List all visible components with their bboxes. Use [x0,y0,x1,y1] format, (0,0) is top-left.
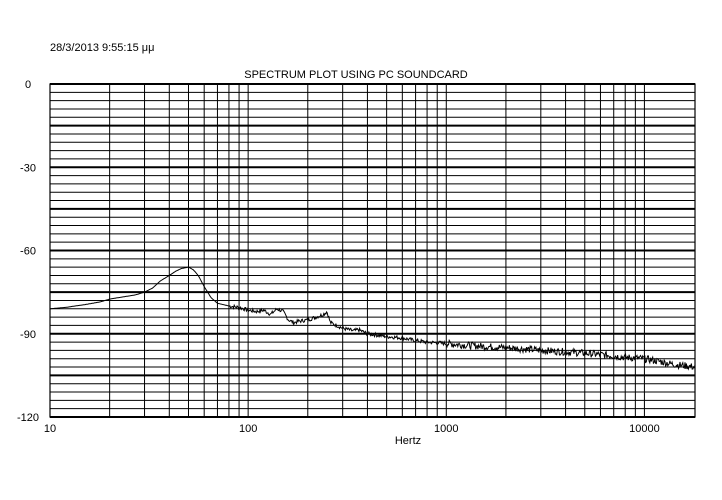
y-tick-labels: 0 -30 -60 -90 -120 [17,79,39,424]
plot-frame [49,83,696,418]
y-tick-label: -90 [20,329,36,341]
timestamp: 28/3/2013 9:55:15 μμ [50,42,155,54]
chart-title: SPECTRUM PLOT USING PC SOUNDCARD [244,69,468,81]
y-tick-label: -30 [20,162,36,174]
y-tick-label: -120 [17,412,39,424]
x-tick-label: 10000 [629,423,660,435]
y-tick-label: -60 [20,246,36,258]
spectrum-series-line [49,266,696,371]
x-tick-label: 10 [44,423,56,435]
grid [49,83,695,418]
x-axis-label: Hertz [395,435,421,447]
x-tick-labels: 10 100 1000 10000 [44,423,660,435]
x-tick-label: 1000 [434,423,458,435]
x-tick-label: 100 [239,423,257,435]
y-tick-label: 0 [25,79,31,91]
